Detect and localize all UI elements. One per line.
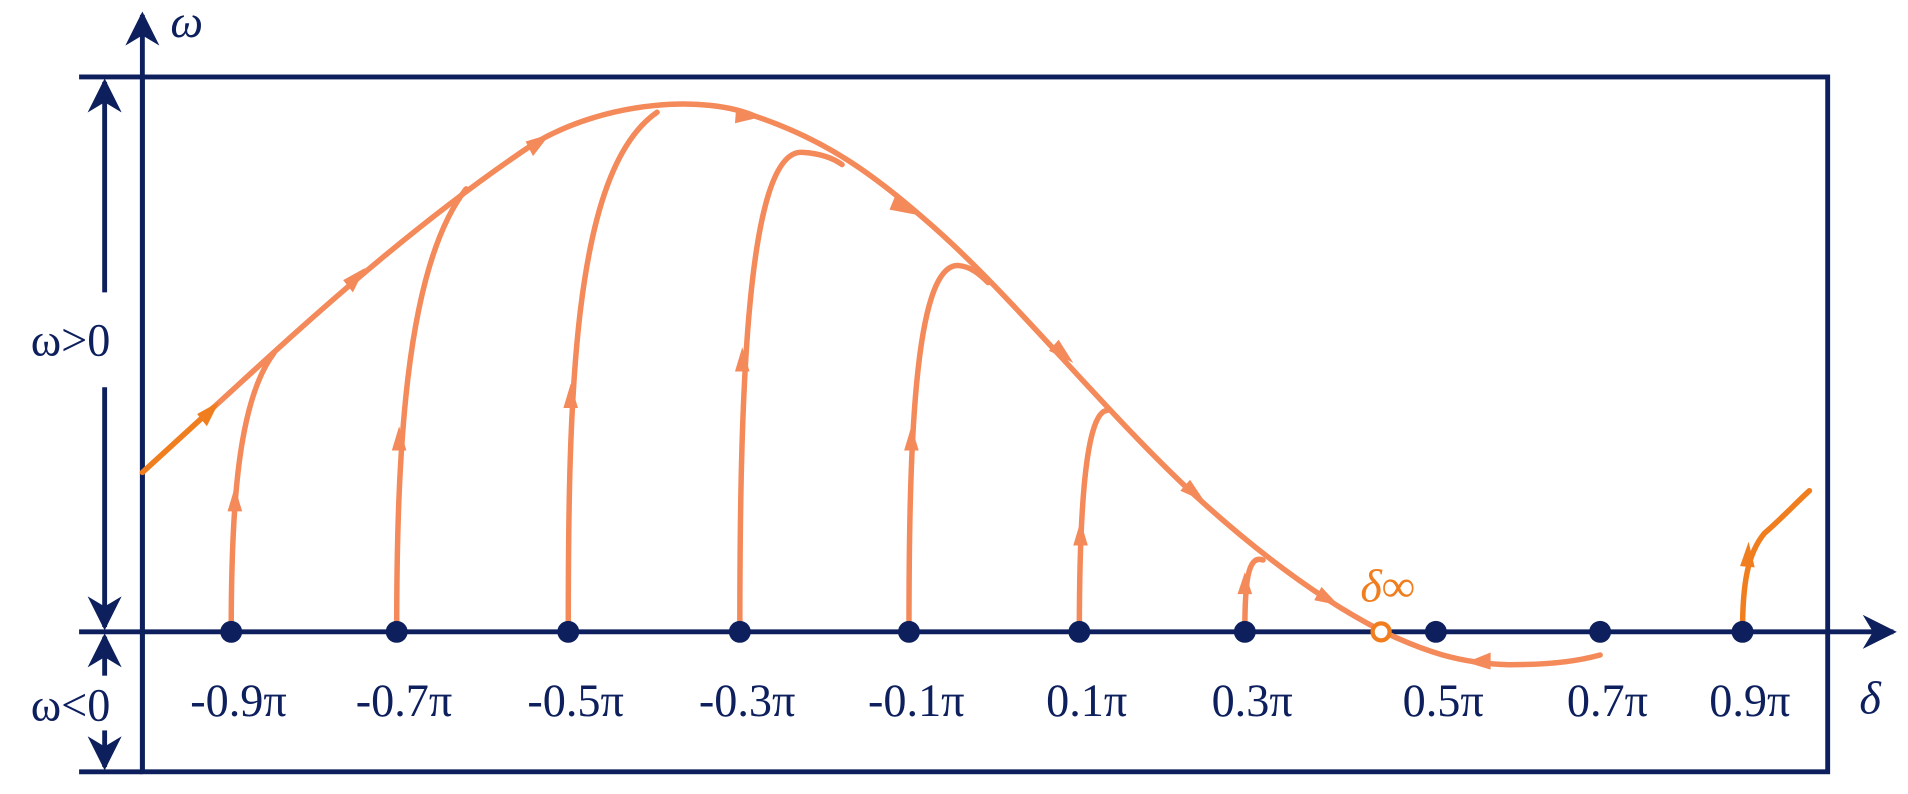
point [728, 620, 751, 643]
tick-label: 0.3π [1212, 675, 1293, 726]
equilibrium-point [1370, 621, 1392, 643]
tick-label: 0.1π [1046, 675, 1127, 726]
tick-label: -0.9π [190, 675, 286, 726]
trajectory [228, 350, 277, 635]
point [220, 620, 243, 643]
x-axis-label: δ [1859, 672, 1882, 723]
frame [139, 74, 1831, 775]
tick-label: -0.3π [699, 675, 796, 726]
point [1424, 620, 1447, 643]
point [557, 620, 580, 643]
trajectory [565, 109, 660, 635]
point [1731, 620, 1754, 643]
tick-label: 0.5π [1403, 675, 1484, 726]
y-axis-label: ω [170, 0, 203, 47]
tick-label: -0.5π [527, 675, 624, 726]
arrowheads [197, 107, 1755, 670]
tick-label: -0.1π [868, 675, 964, 726]
trajectory [1242, 556, 1266, 635]
trajectory [1739, 487, 1813, 635]
trajectory [1076, 407, 1111, 635]
point [898, 620, 920, 643]
point [1068, 620, 1091, 643]
separatrix [210, 101, 1603, 668]
annotation: δ∞ [1360, 560, 1414, 611]
point [1233, 620, 1256, 643]
point [1589, 620, 1612, 643]
tick-label: 0.9π [1709, 675, 1790, 726]
tick-label: -0.7π [356, 675, 453, 726]
lower-label: ω<0 [31, 680, 111, 731]
upper-label: ω>0 [31, 315, 111, 366]
trajectory [737, 149, 845, 635]
tick-label: 0.7π [1567, 675, 1648, 726]
point [385, 620, 408, 643]
trajectory [906, 262, 991, 635]
trajectory [393, 186, 469, 635]
